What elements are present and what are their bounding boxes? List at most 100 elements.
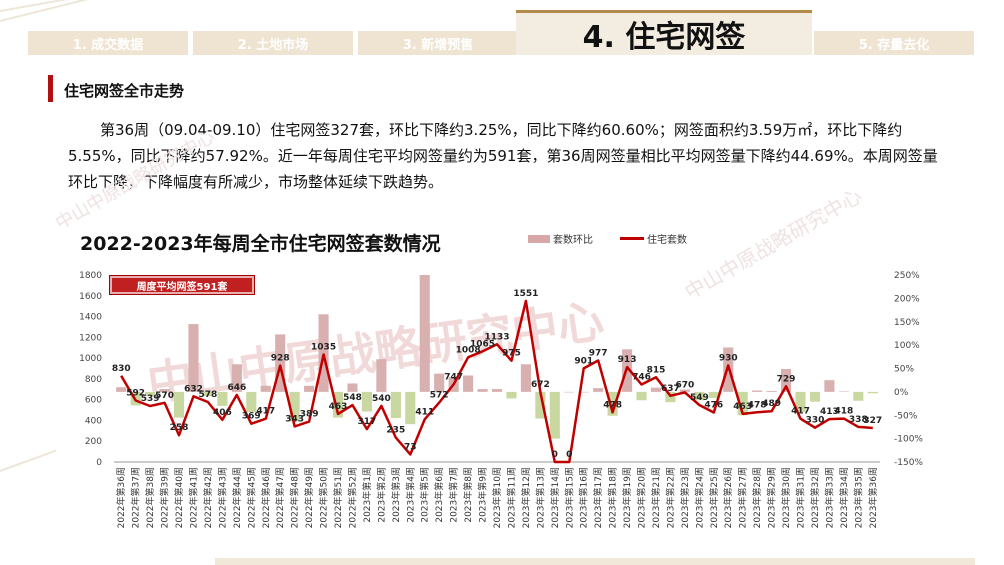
line-data-label: 913 — [618, 355, 637, 365]
y-right-tick-label: 200% — [894, 294, 920, 304]
x-tick-label: 2022年第43周 — [216, 467, 228, 528]
x-tick-label: 2023年第26周 — [722, 467, 734, 528]
x-tick-label: 2022年第45周 — [245, 467, 257, 528]
tab-5[interactable]: 5. 存量去化 — [814, 31, 974, 55]
bar-mom — [809, 391, 821, 402]
bar-mom — [188, 324, 199, 392]
tab-1[interactable]: 1. 成交数据 — [28, 31, 188, 55]
tab-4-active[interactable]: 4. 住宅网签 — [516, 10, 812, 55]
bar-mom — [405, 391, 416, 425]
x-tick-label: 2022年第40周 — [173, 467, 185, 528]
bar-mom — [506, 391, 517, 399]
x-tick-label: 2023年第36周 — [867, 467, 879, 528]
line-data-label: 478 — [603, 400, 622, 410]
y-right-tick-label: 100% — [894, 341, 920, 351]
line-data-label: 637 — [661, 384, 680, 394]
x-tick-label: 2023年第17周 — [592, 467, 604, 528]
line-data-label: 73 — [404, 442, 417, 452]
x-tick-label: 2023年第27周 — [737, 467, 749, 528]
line-data-label: 930 — [719, 353, 738, 363]
y-left-tick-label: 1000 — [79, 354, 102, 364]
tab-3[interactable]: 3. 新增预售 — [358, 31, 518, 55]
line-data-label: 632 — [184, 384, 203, 394]
bar-mom — [593, 388, 604, 392]
watermark-text: 中山中原战略研究中心 — [681, 184, 866, 305]
line-data-label: 478 — [748, 400, 767, 410]
tab-label: 2. 土地市场 — [237, 37, 309, 53]
y-right-tick-label: 50% — [894, 365, 914, 375]
line-data-label: 901 — [574, 356, 593, 366]
section-title: 住宅网签全市走势 — [64, 82, 185, 100]
bar-mom — [491, 389, 503, 392]
x-tick-label: 2023年第20周 — [636, 467, 648, 528]
x-tick-label: 2022年第49周 — [303, 467, 315, 528]
y-left-tick-label: 1200 — [79, 333, 102, 343]
y-left-tick-label: 600 — [85, 396, 102, 406]
legend-bar: 套数环比 — [528, 231, 593, 246]
line-data-label: 327 — [863, 416, 882, 426]
line-data-label: 1065 — [470, 339, 495, 349]
line-data-label: 928 — [271, 354, 290, 364]
line-data-label: 0 — [566, 450, 572, 460]
x-tick-label: 2023年第10周 — [491, 467, 503, 528]
bar-mom — [202, 391, 214, 397]
bar-mom — [679, 389, 690, 392]
line-data-label: 235 — [386, 426, 405, 436]
line-data-label: 1035 — [311, 342, 336, 352]
bar-mom — [173, 391, 185, 418]
bar-mom — [217, 391, 228, 406]
line-data-label: 258 — [170, 423, 189, 433]
line-data-label: 489 — [762, 399, 781, 409]
x-tick-label: 2023年第13周 — [534, 467, 546, 528]
bar-mom — [520, 364, 531, 392]
bar-mom — [780, 368, 792, 392]
line-data-label: 343 — [285, 414, 304, 424]
summary-paragraph: 第36周（09.04-09.10）住宅网签327套，环比下降约3.25%，同比下… — [68, 117, 948, 195]
x-tick-label: 2023年第21周 — [650, 467, 662, 528]
x-tick-label: 2023年第35周 — [852, 467, 864, 528]
line-data-label: 975 — [502, 349, 521, 359]
bar-mom — [564, 391, 575, 393]
section-tabs: 1. 成交数据 2. 土地市场 3. 新增预售 4. 住宅网签 5. 存量去化 — [28, 10, 974, 55]
line-data-label: 317 — [358, 417, 377, 427]
bar-mom — [463, 375, 474, 392]
line-data-label: 572 — [430, 391, 449, 401]
x-tick-label: 2023年第16周 — [578, 467, 590, 528]
bar-mom — [853, 391, 864, 401]
line-data-label: 330 — [806, 416, 825, 426]
line-data-label: 0 — [552, 450, 558, 460]
x-tick-label: 2023年第12周 — [520, 467, 532, 528]
bar-mom — [260, 385, 271, 392]
x-tick-label: 2023年第2周 — [375, 467, 387, 523]
bar-mom — [535, 391, 546, 419]
x-tick-label: 2023年第24周 — [693, 467, 705, 528]
x-tick-label: 2022年第38周 — [144, 467, 156, 528]
summary-text: 第36周（09.04-09.10）住宅网签327套，环比下降约3.25%，同比下… — [68, 121, 938, 191]
line-data-label: 338 — [849, 415, 868, 425]
line-data-label: 1133 — [484, 332, 509, 342]
bar-mom — [318, 314, 329, 392]
bar-mom — [390, 391, 401, 419]
y-right-tick-label: 0% — [894, 388, 909, 398]
x-tick-label: 2023年第18周 — [607, 467, 619, 528]
line-data-label: 578 — [199, 390, 218, 400]
legend-line: 住宅套数 — [620, 231, 687, 246]
tab-2[interactable]: 2. 土地市场 — [193, 31, 353, 55]
line-data-label: 672 — [531, 380, 550, 390]
bar-mom — [694, 391, 705, 401]
x-tick-label: 2023年第5周 — [419, 467, 431, 523]
y-left-tick-label: 1400 — [79, 313, 102, 323]
bar-mom — [145, 391, 156, 397]
bar-mom — [419, 275, 430, 392]
y-right-tick-label: 150% — [894, 318, 920, 328]
line-data-label: 413 — [820, 407, 839, 417]
bar-mom — [766, 390, 777, 392]
x-tick-label: 2023年第33周 — [823, 467, 835, 528]
x-tick-label: 2023年第23周 — [679, 467, 691, 528]
x-tick-label: 2023年第15周 — [563, 467, 575, 528]
x-tick-label: 2022年第42周 — [202, 467, 214, 528]
y-right-tick-label: 250% — [894, 271, 920, 281]
x-tick-label: 2023年第32周 — [809, 467, 821, 528]
line-data-label: 548 — [343, 393, 362, 403]
